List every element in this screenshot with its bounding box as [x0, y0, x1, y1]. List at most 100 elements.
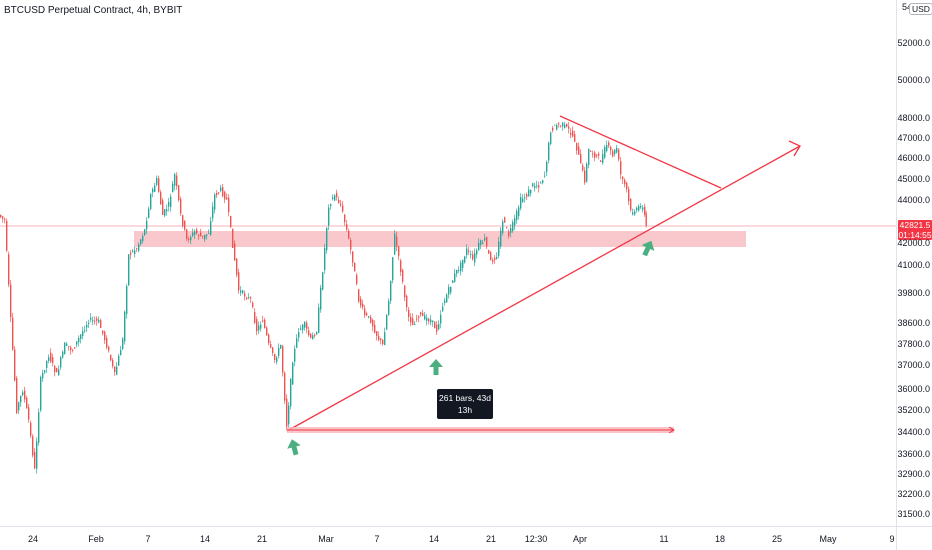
- chart-area[interactable]: BTCUSD Perpetual Contract, 4h, BYBIT 261…: [0, 0, 896, 526]
- candle-body: [150, 194, 152, 209]
- measure-bars-text: 261 bars, 43d 13h: [439, 393, 491, 415]
- candle-body: [206, 234, 208, 236]
- candle-body: [158, 178, 160, 192]
- candle-body: [174, 174, 176, 186]
- candle-body: [478, 242, 480, 251]
- candle-body: [468, 250, 470, 252]
- time-label: May: [819, 534, 837, 544]
- candle-body: [502, 221, 504, 233]
- time-label: 7: [374, 534, 380, 544]
- candle-body: [0, 214, 2, 218]
- candle-body: [612, 151, 614, 157]
- candle-body: [644, 206, 646, 215]
- candle-body: [262, 320, 264, 322]
- candle-body: [286, 398, 288, 427]
- time-label: 7: [145, 534, 151, 544]
- candle-body: [290, 378, 292, 407]
- candle-body: [88, 322, 90, 325]
- candle-body: [632, 212, 634, 215]
- candle-body: [558, 123, 560, 125]
- candle-body: [472, 254, 474, 260]
- candle-body: [538, 185, 540, 188]
- candle-body: [596, 154, 598, 156]
- candle-body: [214, 194, 216, 210]
- candle-body: [380, 338, 382, 341]
- candle-body: [244, 293, 246, 297]
- chart-title[interactable]: BTCUSD Perpetual Contract, 4h, BYBIT: [4, 5, 183, 16]
- candle-body: [28, 407, 30, 420]
- candle-body: [118, 355, 120, 366]
- candle-body: [536, 185, 538, 187]
- chart-canvas[interactable]: [0, 0, 896, 526]
- time-label: 21: [485, 534, 497, 544]
- candle-body: [302, 324, 304, 330]
- candle-body: [616, 148, 618, 153]
- candle-body: [192, 232, 194, 236]
- candle-body: [326, 227, 328, 251]
- candle-body: [240, 290, 242, 293]
- candle-body: [364, 308, 366, 316]
- candle-body: [64, 342, 66, 355]
- candle-body: [390, 280, 392, 301]
- candle-body: [222, 187, 224, 197]
- time-axis[interactable]: 24 Feb 7 14 21 Mar 7 14 21 12:30 Apr 11 …: [0, 526, 896, 550]
- candle-body: [410, 317, 412, 323]
- candle-body: [406, 295, 408, 308]
- candle-body: [60, 357, 62, 368]
- candle-body: [196, 229, 198, 234]
- time-label: 14: [199, 534, 211, 544]
- candle-body: [408, 309, 410, 317]
- up-arrow-icon: [641, 240, 655, 257]
- price-label: 52000.0: [897, 38, 930, 48]
- candle-body: [110, 354, 112, 361]
- time-label: 14: [428, 534, 440, 544]
- candle-body: [26, 397, 28, 409]
- candle-body: [422, 313, 424, 317]
- candle-body: [564, 124, 566, 128]
- candle-body: [604, 147, 606, 158]
- candle-body: [296, 338, 298, 348]
- price-label: 34400.0: [897, 427, 930, 437]
- up-arrow-shape: [429, 359, 443, 375]
- candle-body: [180, 199, 182, 214]
- candle-body: [588, 148, 590, 165]
- candle-body: [168, 202, 170, 207]
- candle-body: [30, 422, 32, 436]
- candle-body: [440, 314, 442, 324]
- candle-body: [340, 203, 342, 206]
- candle-body: [464, 256, 466, 263]
- price-label: 47000.0: [897, 133, 930, 143]
- candle-body: [154, 185, 156, 192]
- candle-body: [140, 239, 142, 244]
- candle-body: [322, 272, 324, 290]
- currency-button[interactable]: USD: [909, 3, 932, 15]
- candle-body: [394, 233, 396, 255]
- candle-body: [40, 377, 42, 411]
- candle-body: [58, 369, 60, 376]
- candle-body: [120, 350, 122, 356]
- candle-body: [524, 197, 526, 199]
- price-label: 41000.0: [897, 260, 930, 270]
- price-label: 44000.0: [897, 195, 930, 205]
- up-arrow-icon: [429, 359, 443, 375]
- candle-body: [610, 146, 612, 151]
- candle-body: [618, 149, 620, 160]
- price-label: 42000.0: [897, 238, 930, 248]
- candle-body: [504, 217, 506, 223]
- candle-body: [200, 232, 202, 237]
- candle-body: [358, 289, 360, 302]
- candle-body: [204, 234, 206, 240]
- price-label: 38600.0: [897, 318, 930, 328]
- price-axis[interactable]: 54 USD 52000.0 50000.0 48000.0 47000.0 4…: [896, 0, 932, 526]
- candle-body: [310, 333, 312, 338]
- candle-body: [526, 194, 528, 197]
- candle-body: [540, 182, 542, 184]
- candle-body: [284, 372, 286, 401]
- candle-body: [636, 207, 638, 211]
- candle-body: [20, 395, 22, 403]
- candle-body: [36, 441, 38, 469]
- candle-body: [386, 315, 388, 330]
- candle-body: [506, 227, 508, 229]
- candle-body: [562, 122, 564, 127]
- candle-body: [280, 344, 282, 349]
